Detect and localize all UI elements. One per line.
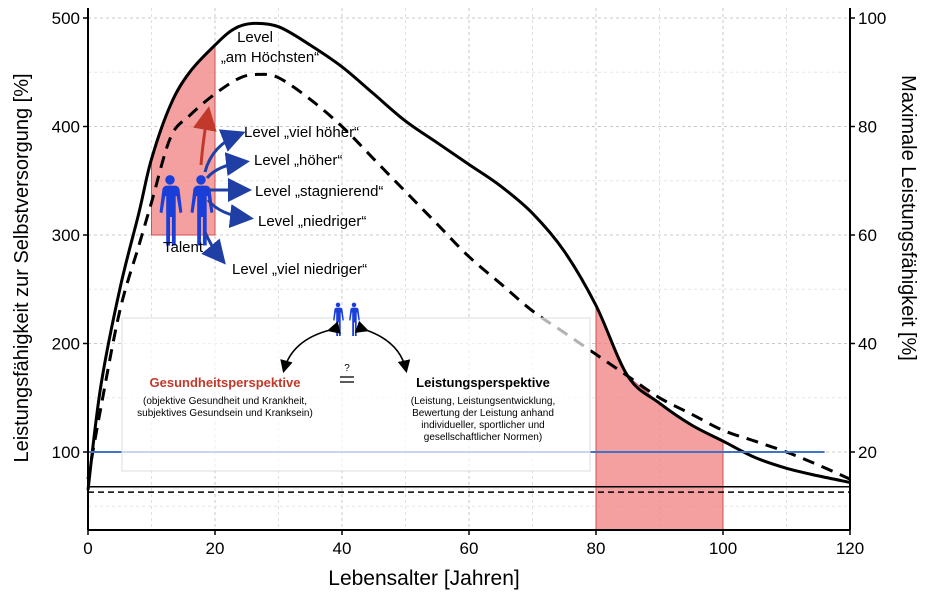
y-right-tick-label: 20 — [858, 443, 877, 462]
x-axis-label: Lebensalter [Jahren] — [328, 567, 519, 590]
x-tick-label: 40 — [333, 539, 352, 558]
series-lines — [86, 21, 851, 493]
arrow-viel-niedriger-icon — [201, 231, 226, 265]
level-top-line1: Level — [237, 29, 273, 46]
gesundheit-sub-line2: subjektives Gesundsein und Kranksein) — [137, 408, 313, 419]
series-line-1 — [86, 72, 851, 481]
y-axis-label-right: Maximale Leistungsfähigkeit [%] — [897, 75, 919, 361]
arrow-to-gesundheit-icon — [280, 321, 341, 374]
y-left-tick-label: 100 — [52, 443, 80, 462]
talent-label: Talent — [163, 239, 204, 256]
arrow-am-hoechsten-icon — [193, 106, 217, 166]
level-niedriger-label: Level „niedriger“ — [258, 213, 366, 230]
level-viel-hoeher-label: Level „viel höher“ — [244, 124, 359, 141]
level-stagnierend-label: Level „stagnierend“ — [255, 183, 383, 200]
level-arrows — [193, 106, 254, 265]
arrow-viel-hoeher-icon — [203, 129, 246, 173]
level-viel-niedriger-label: Level „viel niedriger“ — [232, 261, 367, 278]
arrow-hoeher-icon — [205, 152, 250, 180]
leistung-sub-line2: Bewertung der Leistung anhand — [412, 408, 554, 419]
gesundheit-title: Gesundheitsperspektive — [150, 375, 301, 390]
gesundheit-sub-line1: (objektive Gesundheit und Krankheit, — [143, 396, 307, 407]
x-tick-label: 80 — [587, 539, 606, 558]
level-hoeher-label: Level „höher“ — [254, 152, 342, 169]
y-axis-label-left: Leistungsfähigkeit zur Selbstversorgung … — [11, 73, 33, 462]
x-tick-label: 100 — [709, 539, 737, 558]
approx-mark: ? — [344, 363, 350, 374]
y-left-tick-label: 300 — [52, 226, 80, 245]
x-tick-label: 20 — [206, 539, 225, 558]
y-left-tick-label: 500 — [52, 9, 80, 28]
leistung-sub-line4: gesellschaftlicher Normen) — [424, 432, 542, 443]
leistung-title: Leistungsperspektive — [416, 375, 550, 390]
y-right-tick-label: 100 — [858, 9, 886, 28]
leistung-sub-line1: (Leistung, Leistungsentwicklung, — [411, 396, 556, 407]
equal-sign — [340, 376, 354, 383]
level-top-line2: „am Höchsten“ — [221, 49, 319, 66]
y-right-tick-label: 40 — [858, 335, 877, 354]
y-right-tick-label: 60 — [858, 226, 877, 245]
perspective-box — [121, 317, 591, 472]
arrow-to-leistung-icon — [354, 320, 411, 374]
x-tick-label: 120 — [836, 539, 864, 558]
y-left-tick-label: 200 — [52, 335, 80, 354]
x-tick-label: 60 — [460, 539, 479, 558]
leistung-sub-line3: individueller, sportlicher und — [421, 420, 544, 431]
arrow-niedriger-icon — [206, 199, 254, 229]
x-tick-label: 0 — [83, 539, 92, 558]
y-left-tick-label: 400 — [52, 118, 80, 137]
tick-labels: 0 20 40 60 80 100 120 100 200 300 400 500 20 40 60 80 10… — [52, 9, 887, 558]
series-line-0 — [86, 21, 851, 491]
y-right-tick-label: 80 — [858, 118, 877, 137]
